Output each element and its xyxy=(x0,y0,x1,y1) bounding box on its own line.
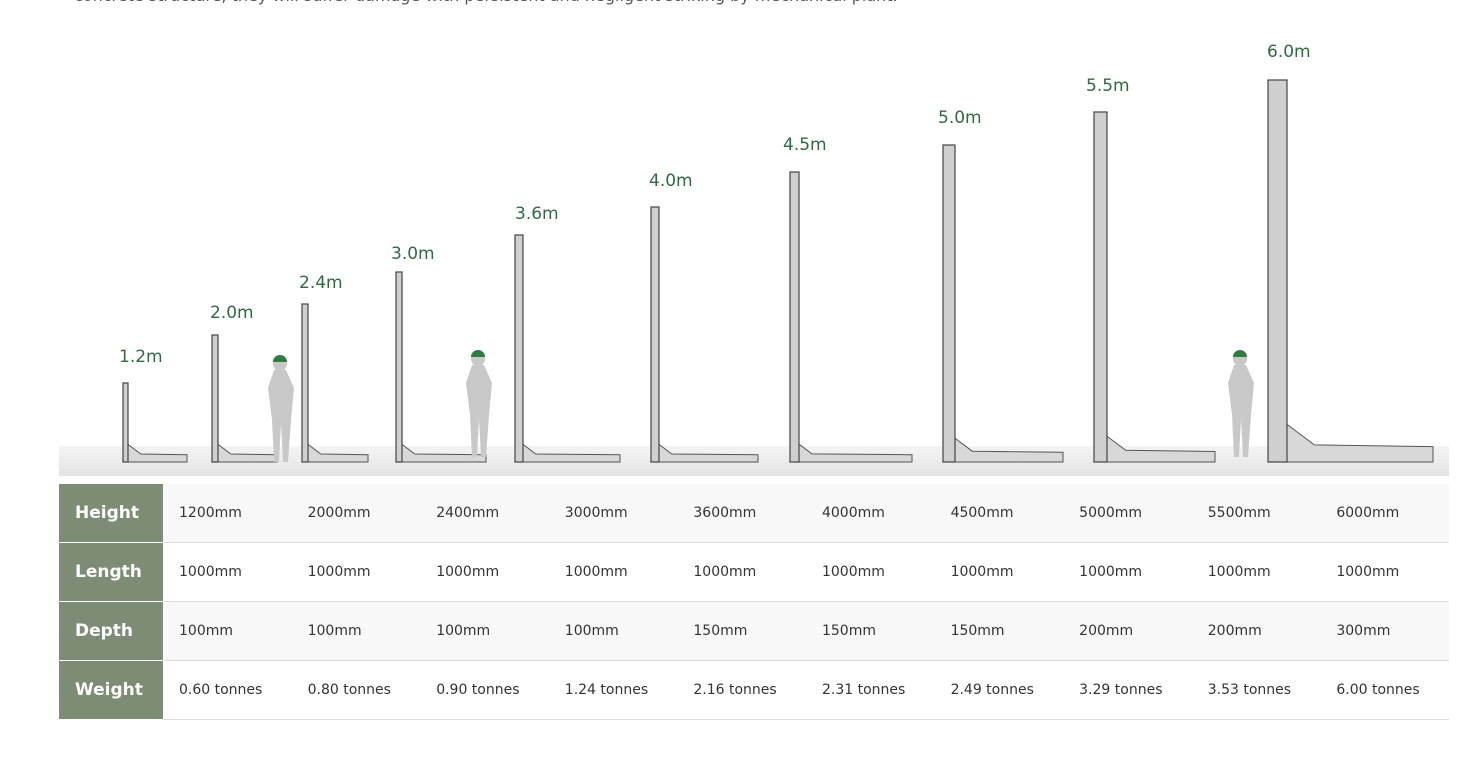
height-label: 3.6m xyxy=(515,204,559,224)
wall-stem xyxy=(301,303,309,463)
table-cell: 0.90 tonnes xyxy=(420,660,549,720)
table-cell: 0.80 tonnes xyxy=(291,660,421,720)
height-label: 3.0m xyxy=(391,244,435,264)
wall-stem xyxy=(789,171,800,463)
table-cell: 1.24 tonnes xyxy=(548,660,678,720)
table-cell: 150mm xyxy=(934,601,1064,661)
row-header: Height xyxy=(59,484,163,543)
person xyxy=(268,370,294,462)
spec-table: Height 1200mm 2000mm 2400mm 3000mm 3600mm 4000… xyxy=(59,484,1449,720)
row-header: Length xyxy=(59,542,163,602)
table-cell: 2400mm xyxy=(420,484,549,543)
table-row: Depth 100mm 100mm 100mm 100mm 150mm 150mm 150mm… xyxy=(59,601,1449,661)
table-cell: 2.49 tonnes xyxy=(934,660,1064,720)
table-cell: 5500mm xyxy=(1191,484,1321,543)
table-cell: 100mm xyxy=(291,601,421,661)
table-cell: 1000mm xyxy=(677,542,806,602)
table-cell: 1000mm xyxy=(805,542,935,602)
table-cell: 3000mm xyxy=(548,484,678,543)
table-cell: 100mm xyxy=(163,601,292,661)
height-label: 5.0m xyxy=(938,108,982,128)
wall-stem xyxy=(1267,79,1288,463)
table-cell: 4500mm xyxy=(934,484,1064,543)
table-cell: 2.16 tonnes xyxy=(677,660,806,720)
table-cell: 100mm xyxy=(420,601,549,661)
table-cell: 1000mm xyxy=(291,542,421,602)
wall-stem xyxy=(122,382,129,463)
table-cell: 1200mm xyxy=(163,484,292,543)
table-cell: 1000mm xyxy=(420,542,549,602)
table-cell: 1000mm xyxy=(1063,542,1192,602)
table-cell: 150mm xyxy=(805,601,935,661)
table-cell: 1000mm xyxy=(1320,542,1449,602)
table-cell: 1000mm xyxy=(1191,542,1321,602)
helmet xyxy=(273,355,287,362)
table-row: Height 1200mm 2000mm 2400mm 3000mm 3600mm 4000… xyxy=(59,484,1449,543)
table-cell: 150mm xyxy=(677,601,806,661)
table-cell: 1000mm xyxy=(934,542,1064,602)
table-cell: 200mm xyxy=(1191,601,1321,661)
wall-stem xyxy=(1093,111,1108,463)
height-label: 4.0m xyxy=(649,171,693,191)
table-cell: 3600mm xyxy=(677,484,806,543)
person xyxy=(466,365,492,457)
height-label: 4.5m xyxy=(783,135,827,155)
wall-stem xyxy=(514,234,524,463)
helmet xyxy=(471,350,485,357)
table-cell: 1000mm xyxy=(548,542,678,602)
table-cell: 4000mm xyxy=(805,484,935,543)
table-cell: 200mm xyxy=(1063,601,1192,661)
wall-stem xyxy=(211,334,219,463)
table-cell: 6000mm xyxy=(1320,484,1449,543)
table-cell: 0.60 tonnes xyxy=(163,660,292,720)
wall-stem xyxy=(650,206,660,463)
height-label: 2.0m xyxy=(210,303,254,323)
table-row: Weight 0.60 tonnes 0.80 tonnes 0.90 tonnes 1… xyxy=(59,660,1449,720)
wall-stem xyxy=(395,271,403,463)
table-cell: 2.31 tonnes xyxy=(805,660,935,720)
wall-base xyxy=(1267,423,1434,463)
row-header: Depth xyxy=(59,601,163,661)
table-cell: 2000mm xyxy=(291,484,421,543)
height-label: 6.0m xyxy=(1267,42,1311,62)
table-cell: 300mm xyxy=(1320,601,1449,661)
wall-stem xyxy=(942,144,956,463)
person xyxy=(1228,365,1254,457)
table-row: Length 1000mm 1000mm 1000mm 1000mm 1000mm 1000… xyxy=(59,542,1449,602)
table-cell: 3.53 tonnes xyxy=(1191,660,1321,720)
table-cell: 100mm xyxy=(548,601,678,661)
table-cell: 1000mm xyxy=(163,542,292,602)
intro-text: concrete structure, they will suffer dam… xyxy=(74,0,898,5)
table-cell: 3.29 tonnes xyxy=(1063,660,1192,720)
table-cell: 5000mm xyxy=(1063,484,1192,543)
helmet xyxy=(1233,350,1247,357)
height-label: 2.4m xyxy=(299,273,343,293)
table-cell: 6.00 tonnes xyxy=(1320,660,1449,720)
height-label: 1.2m xyxy=(119,347,163,367)
height-label: 5.5m xyxy=(1086,76,1130,96)
row-header: Weight xyxy=(59,660,163,720)
wall-illustration: 1.2m 2.0m 2.4m 3.0m 3.6m 4.0m 4.5m 5.0m 5.5m 6.0m xyxy=(59,42,1449,476)
